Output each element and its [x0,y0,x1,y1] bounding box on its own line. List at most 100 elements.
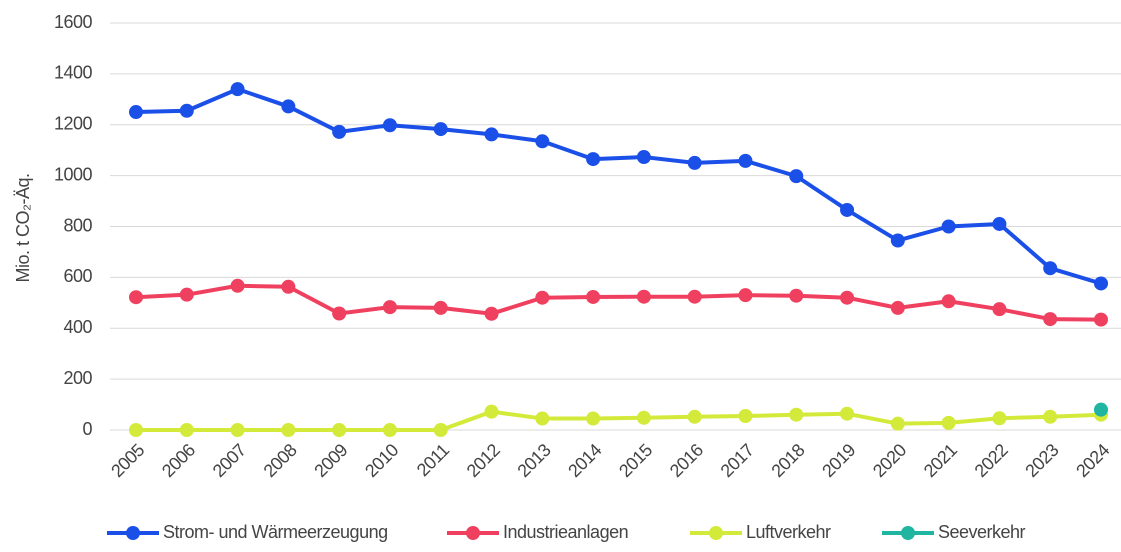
point [738,153,753,168]
point [941,294,956,309]
point [789,407,804,422]
point [129,290,143,305]
point [382,300,397,315]
point [382,118,397,133]
point [484,127,499,142]
point [840,290,855,305]
x-tick-label: 2011 [413,440,453,480]
point [433,122,448,137]
legend-label: Seeverkehr [938,522,1026,542]
point [1043,409,1058,424]
point [332,306,347,321]
point [433,300,448,315]
x-tick-label: 2007 [209,440,250,481]
x-tick-label: 2012 [463,440,504,481]
point [281,423,296,437]
series-line [136,409,1102,432]
x-tick-label: 2013 [513,440,554,481]
y-tick-label: 600 [63,266,92,286]
x-tick-label: 2008 [260,440,301,481]
x-tick-label: 2024 [1072,440,1113,481]
point [586,411,601,426]
point [1043,312,1058,327]
y-tick-label: 0 [82,419,92,439]
x-tick-label: 2022 [971,440,1012,481]
point [1094,312,1108,327]
point [484,306,499,321]
point [992,411,1007,426]
x-tick-label: 2009 [310,440,351,481]
point [484,404,499,419]
point [586,152,601,167]
point [941,415,956,430]
x-tick-label: 2015 [615,440,656,481]
x-tick-label: 2018 [767,440,808,481]
point [890,300,905,315]
point [382,423,397,437]
point [179,103,194,118]
x-tick-label: 2021 [920,440,961,481]
legend-marker [901,526,915,540]
point [281,99,296,114]
point [1094,402,1108,417]
y-tick-label: 1400 [54,63,93,83]
point [840,202,855,217]
point [230,82,245,97]
point [230,278,245,293]
y-axis-label: Mio. t CO₂-Äq. [13,173,33,282]
point [129,423,143,437]
x-tick-label: 2023 [1021,440,1062,481]
y-tick-label: 800 [63,215,92,235]
y-tick-label: 200 [63,368,92,388]
point [687,155,702,170]
x-tick-label: 2006 [158,440,199,481]
point [992,216,1007,231]
legend-marker [466,526,480,540]
point [890,416,905,431]
legend-label: Industrieanlagen [503,522,628,542]
point [687,409,702,424]
legend-marker [126,526,140,540]
point [636,410,651,425]
point [535,290,550,305]
x-tick-label: 2017 [717,440,758,481]
legend-label: Strom- und Wärmeerzeugung [163,522,388,542]
series-line [135,87,1102,286]
y-tick-label: 1000 [54,164,93,184]
point [179,423,194,437]
point [535,411,550,426]
y-tick-label: 1200 [54,114,93,134]
point [179,287,194,302]
point [332,423,347,437]
point [687,289,702,304]
point [636,289,651,304]
point [433,423,448,437]
point [941,219,956,234]
point [535,134,550,149]
x-tick-label: 2019 [818,440,859,481]
point [789,288,804,303]
point [890,233,905,248]
point [281,279,296,294]
point [1043,261,1058,276]
point [738,409,753,424]
x-tick-label: 2020 [869,440,910,481]
point [636,150,651,165]
y-tick-label: 1600 [54,12,93,32]
point [230,423,245,437]
point [992,302,1007,317]
point [789,169,804,184]
point [332,124,347,139]
series-line [135,283,1102,322]
x-tick-label: 2010 [361,440,402,481]
legend-marker [709,526,723,540]
point [1094,276,1108,291]
legend-label: Luftverkehr [746,522,831,542]
point [840,406,855,421]
y-tick-label: 400 [63,317,92,337]
point [738,288,753,303]
x-tick-label: 2016 [666,440,707,481]
point [586,289,601,304]
x-tick-label: 2005 [107,440,148,481]
